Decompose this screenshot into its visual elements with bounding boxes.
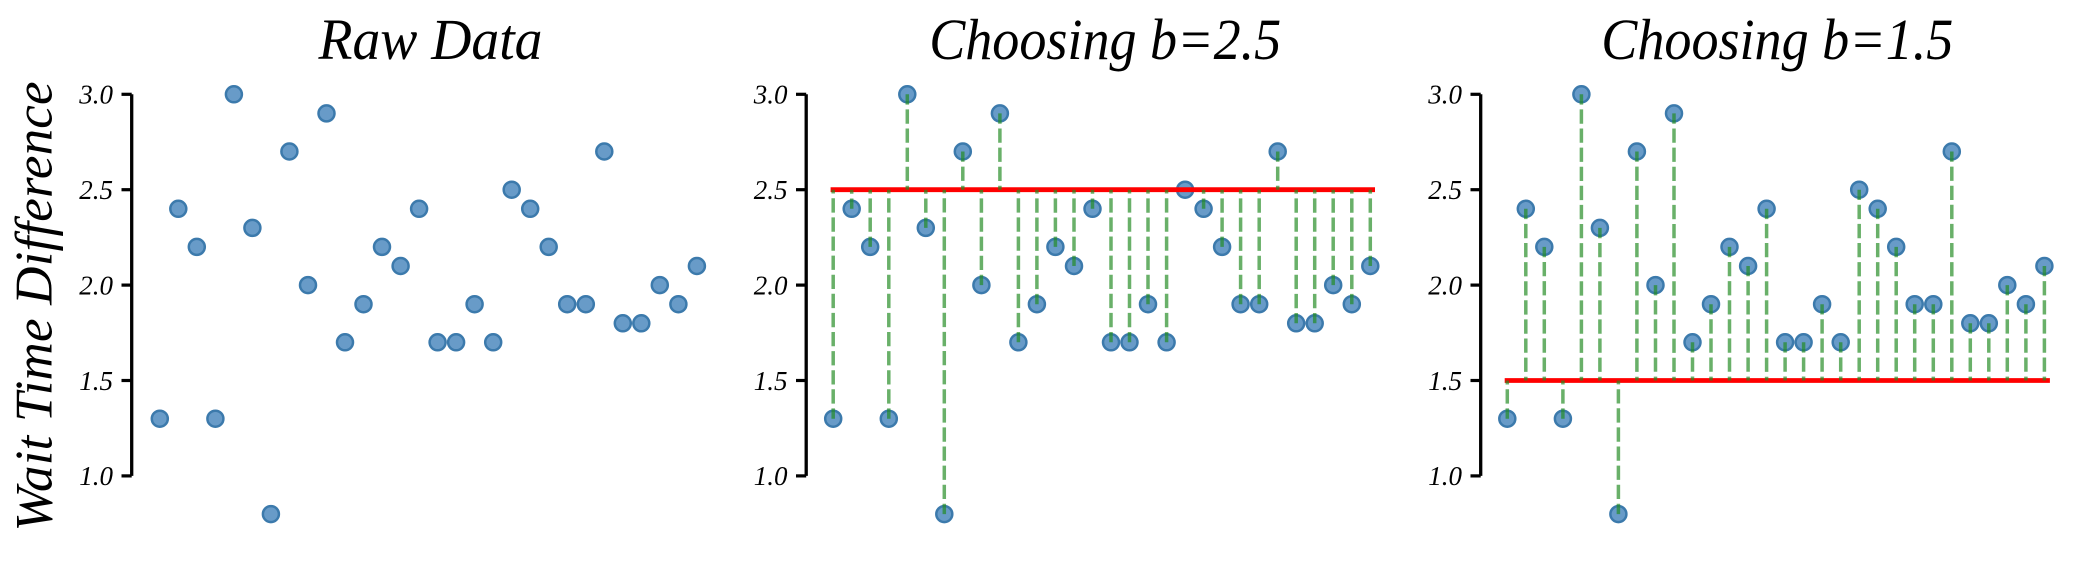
svg-text:2.0: 2.0: [1428, 270, 1462, 300]
svg-text:1.5: 1.5: [1428, 366, 1462, 396]
svg-text:3.0: 3.0: [753, 80, 788, 110]
svg-text:1.5: 1.5: [754, 366, 788, 396]
svg-text:Raw Data: Raw Data: [318, 7, 543, 72]
svg-text:1.0: 1.0: [79, 461, 113, 491]
svg-text:1.0: 1.0: [1428, 461, 1462, 491]
svg-text:Choosing b=2.5: Choosing b=2.5: [929, 7, 1281, 72]
svg-text:1.0: 1.0: [754, 461, 788, 491]
svg-text:2.0: 2.0: [754, 270, 788, 300]
svg-text:2.5: 2.5: [754, 175, 788, 205]
svg-text:2.5: 2.5: [1428, 175, 1462, 205]
svg-text:2.5: 2.5: [79, 175, 113, 205]
svg-text:Choosing b=1.5: Choosing b=1.5: [1601, 7, 1953, 72]
svg-text:3.0: 3.0: [1427, 80, 1462, 110]
svg-text:2.0: 2.0: [79, 270, 113, 300]
svg-text:1.5: 1.5: [79, 366, 113, 396]
svg-text:Wait Time Difference: Wait Time Difference: [6, 82, 64, 532]
svg-text:3.0: 3.0: [78, 80, 113, 110]
